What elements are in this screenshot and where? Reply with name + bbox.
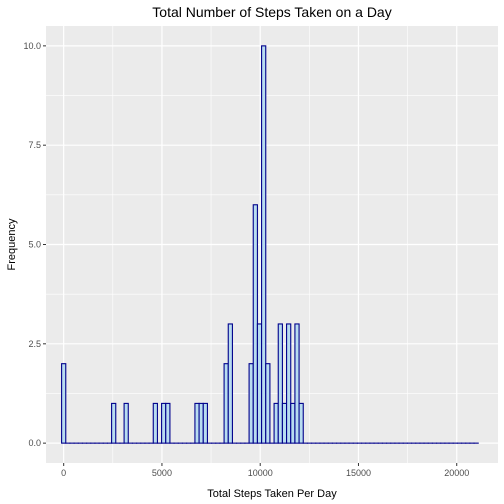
histogram-bar bbox=[298, 402, 304, 444]
histogram-bar bbox=[161, 402, 167, 444]
histogram-bar bbox=[294, 323, 300, 444]
histogram-bar bbox=[273, 402, 279, 444]
histogram-bar bbox=[152, 402, 158, 444]
x-tick-label: 10000 bbox=[248, 468, 273, 478]
histogram-bar bbox=[265, 363, 271, 444]
histogram-bar bbox=[198, 402, 204, 444]
y-tick-label: 5.0 bbox=[28, 240, 41, 250]
axis-ticks: 0 5000 10000 15000 20000 0.0 2.5 5.0 7.5 10.0 bbox=[23, 41, 469, 478]
histogram-bar bbox=[252, 204, 258, 444]
y-tick-label: 0.0 bbox=[28, 438, 41, 448]
x-axis-title: Total Steps Taken Per Day bbox=[207, 488, 337, 500]
histogram-bars bbox=[61, 45, 479, 444]
y-tick-label: 10.0 bbox=[23, 41, 41, 51]
histogram-bar bbox=[123, 402, 129, 444]
histogram-bar bbox=[256, 323, 263, 444]
y-axis-title: Frequency bbox=[6, 218, 18, 270]
x-tick-label: 20000 bbox=[444, 468, 469, 478]
chart-title: Total Number of Steps Taken on a Day bbox=[152, 4, 391, 20]
histogram-bar bbox=[261, 45, 267, 444]
histogram-bar bbox=[281, 402, 288, 444]
histogram-bar bbox=[194, 402, 200, 444]
histogram-bar bbox=[248, 363, 254, 444]
histogram-bar bbox=[165, 402, 171, 444]
histogram-bar bbox=[227, 323, 233, 444]
histogram-bar bbox=[277, 323, 283, 444]
histogram-bar bbox=[223, 363, 229, 444]
x-tick-label: 5000 bbox=[152, 468, 172, 478]
histogram-bar bbox=[202, 402, 208, 444]
histogram-bar bbox=[61, 363, 67, 444]
y-tick-label: 7.5 bbox=[28, 140, 41, 150]
histogram-bar bbox=[111, 402, 117, 444]
histogram-bar bbox=[286, 323, 292, 444]
x-tick-label: 0 bbox=[61, 468, 66, 478]
y-tick-label: 2.5 bbox=[28, 339, 41, 349]
histogram-bar bbox=[290, 402, 296, 444]
x-tick-label: 15000 bbox=[346, 468, 371, 478]
